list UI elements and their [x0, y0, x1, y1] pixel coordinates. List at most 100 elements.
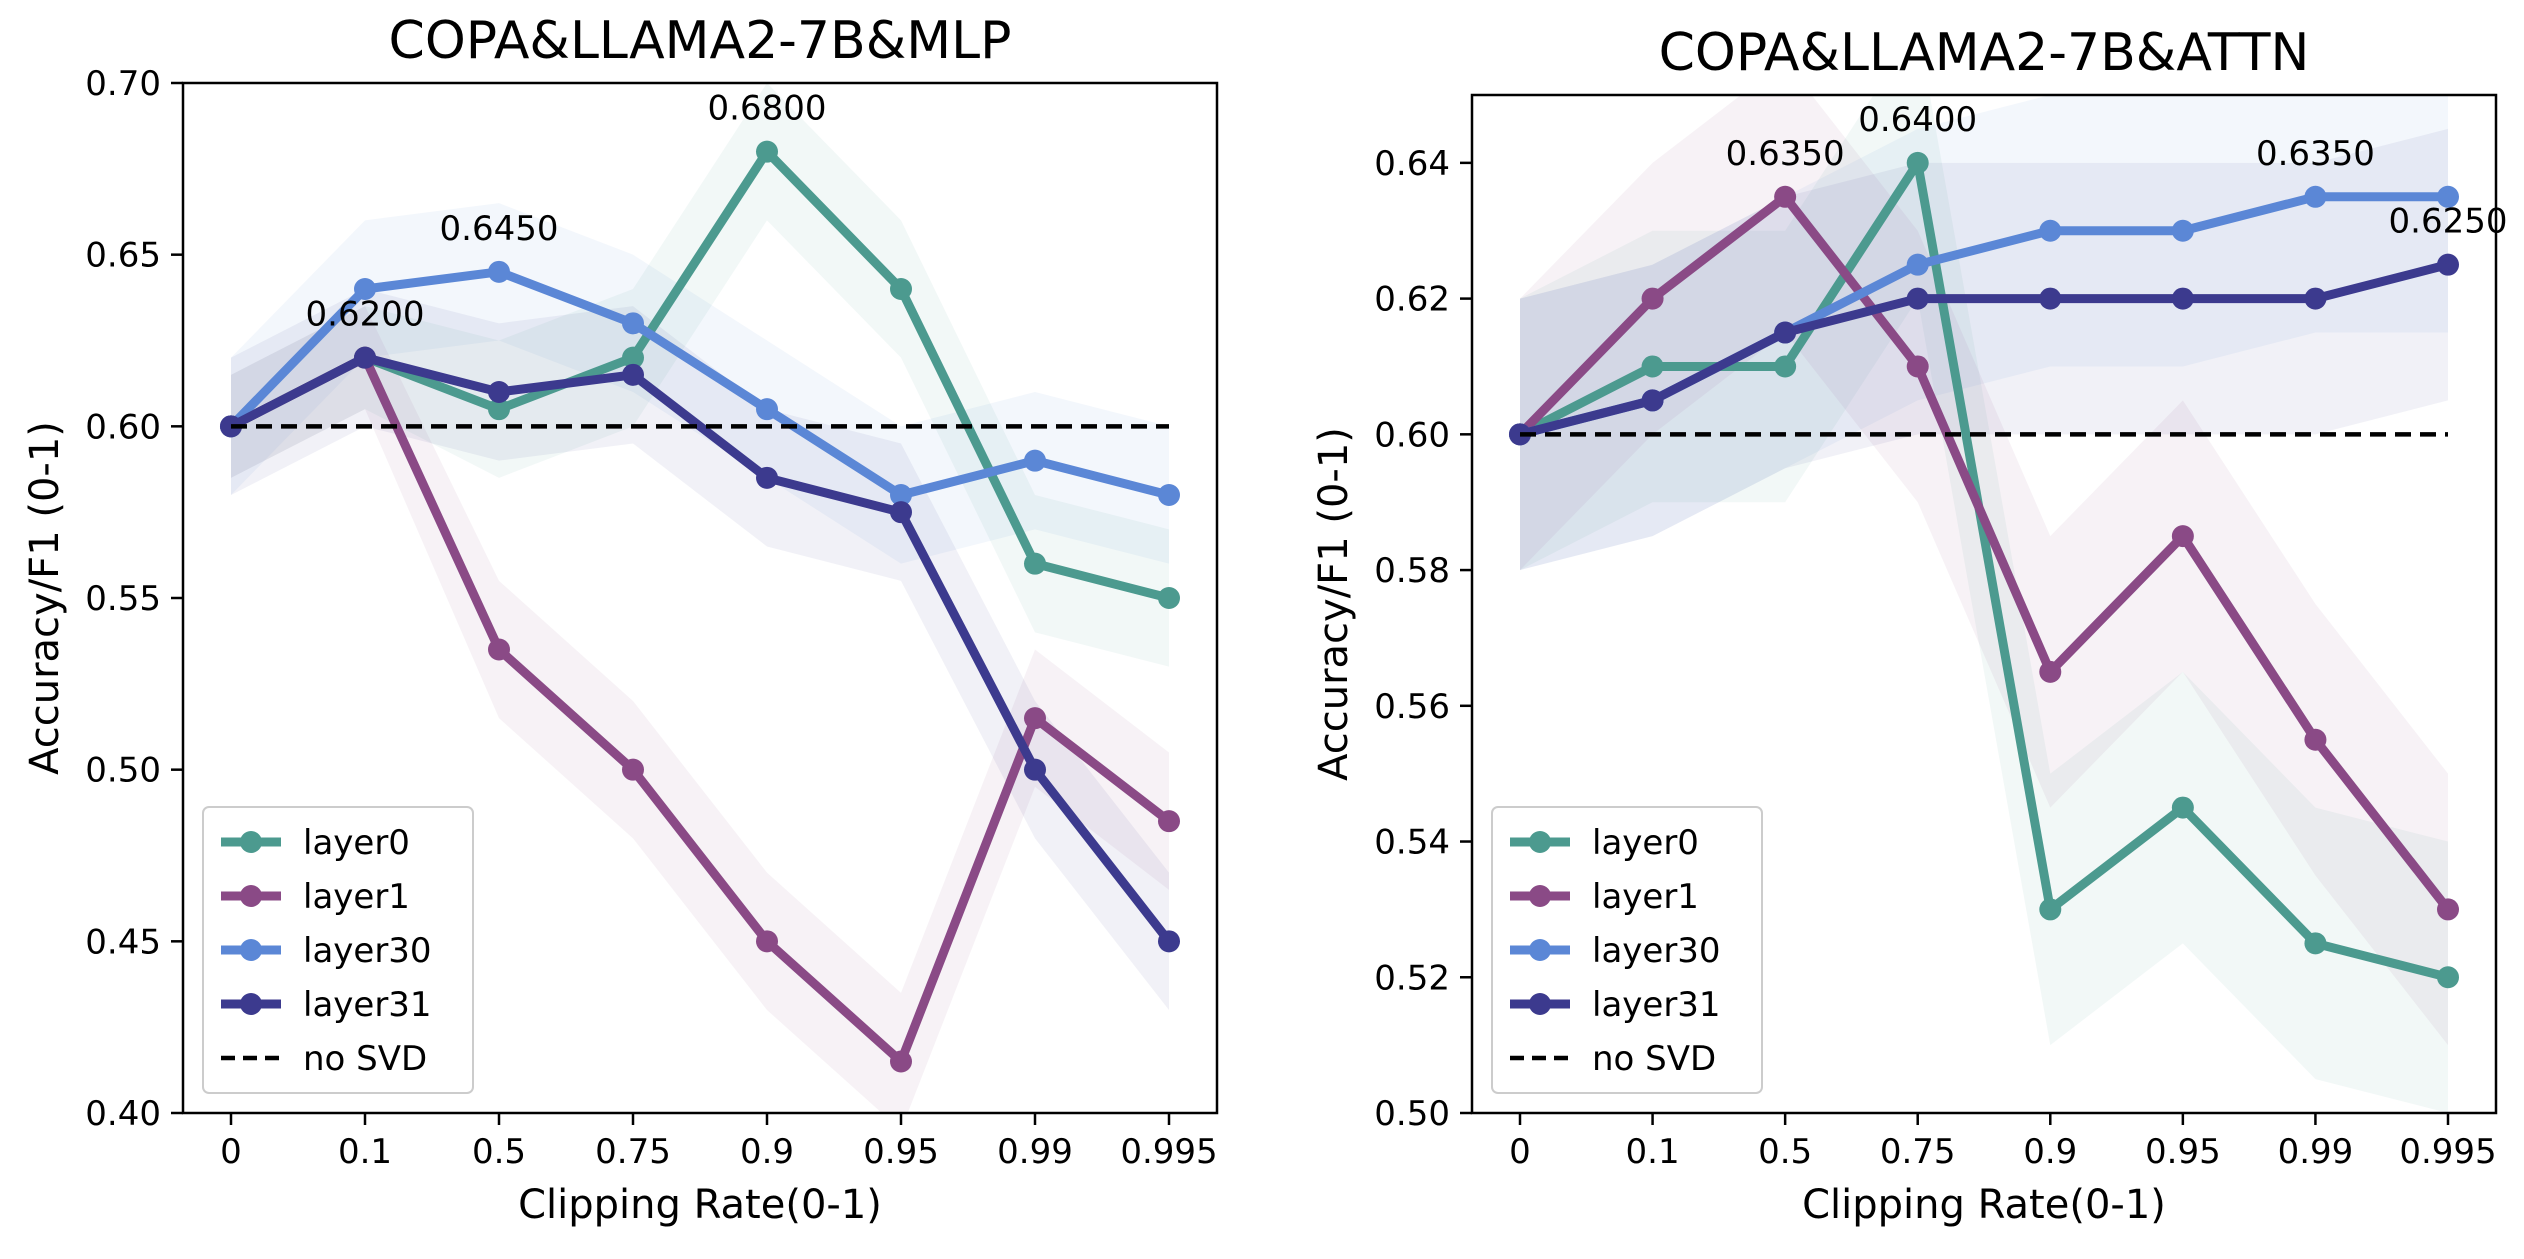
chart1-point-layer31-4 — [2039, 287, 2062, 310]
chart1-line-layer31 — [1518, 260, 2450, 439]
chart0-legend-label-layer31: layer31 — [303, 985, 432, 1025]
chart1-point-layer30-5 — [2171, 219, 2194, 242]
chart0-legend-marker-layer0 — [240, 831, 262, 853]
chart0-ytick-label-1: 0.45 — [85, 922, 161, 962]
chart0-title: COPA&LLAMA2-7B&MLP — [389, 11, 1012, 71]
chart1-legend-marker-layer1 — [1529, 885, 1551, 907]
chart1-point-layer1-6 — [2304, 728, 2327, 751]
chart0-xtick-label-0: 0 — [220, 1132, 242, 1172]
chart0-point-layer0-2 — [488, 398, 510, 421]
chart0-point-layer31-1 — [354, 346, 376, 369]
chart0-legend-marker-layer30 — [240, 939, 262, 961]
chart0-point-layer31-4 — [756, 466, 778, 489]
chart1-xtick-label-1: 0.1 — [1626, 1132, 1680, 1172]
chart1-point-layer31-1 — [1641, 389, 1664, 412]
chart0-point-layer31-7 — [1158, 930, 1180, 953]
chart1-xtick-label-6: 0.99 — [2278, 1132, 2354, 1172]
chart1-legend-marker-layer0 — [1529, 831, 1551, 853]
chart0-point-layer1-5 — [890, 1050, 912, 1073]
chart1-line-layer0 — [1517, 158, 2450, 982]
chart1-point-layer0-1 — [1641, 355, 1664, 378]
chart0-xtick-label-6: 0.99 — [997, 1132, 1073, 1172]
chart1-point-layer0-3 — [1906, 151, 1929, 174]
chart1-xtick-label-5: 0.95 — [2145, 1132, 2221, 1172]
chart1-point-layer31-3 — [1906, 287, 1929, 310]
chart1-xtick-label-0: 0 — [1509, 1132, 1531, 1172]
chart0-point-layer1-7 — [1158, 810, 1180, 833]
chart1-annotation-0: 0.6350 — [1726, 134, 1845, 174]
chart0-legend-label-no-SVD: no SVD — [303, 1039, 427, 1079]
chart1-point-layer0-7 — [2437, 966, 2459, 989]
chart1-ytick-label-2: 0.54 — [1374, 823, 1450, 863]
chart0-band-layer31 — [231, 289, 1169, 1010]
chart1-ytick-label-1: 0.52 — [1374, 958, 1450, 998]
chart0-legend-marker-layer1 — [240, 885, 262, 907]
chart1-point-layer31-6 — [2304, 287, 2327, 310]
chart1-point-layer0-2 — [1774, 355, 1797, 378]
chart1-legend-label-layer30: layer30 — [1592, 931, 1721, 971]
chart0-xtick-label-3: 0.75 — [595, 1132, 671, 1172]
chart1-title: COPA&LLAMA2-7B&ATTN — [1659, 23, 2310, 83]
chart1-xtick-label-7: 0.995 — [2399, 1132, 2496, 1172]
chart0-point-layer0-7 — [1158, 587, 1180, 609]
chart1-band-layer30 — [1520, 95, 2448, 571]
chart0-band-layer1 — [231, 306, 1169, 1113]
chart0-line-layer30 — [227, 267, 1171, 500]
chart1-annotation-2: 0.6350 — [2256, 134, 2375, 174]
chart0-ytick-label-0: 0.40 — [85, 1094, 161, 1134]
chart1-point-layer31-5 — [2171, 287, 2194, 310]
chart1-legend-box — [1491, 806, 1763, 1094]
chart0-xtick-label-2: 0.5 — [472, 1132, 526, 1172]
chart1-axes-frame — [1470, 93, 2498, 1115]
chart1-point-layer30-3 — [1906, 253, 1929, 276]
chart0-legend-box — [202, 806, 474, 1094]
chart0-point-layer0-4 — [756, 140, 778, 163]
chart1-ylabel: Accuracy/F1 (0-1) — [1311, 427, 1357, 781]
chart0-annotation-1: 0.6450 — [440, 209, 559, 249]
chart1-point-layer0-4 — [2039, 898, 2062, 921]
chart1-ytick-label-7: 0.64 — [1374, 144, 1450, 184]
chart1-point-layer0-6 — [2304, 932, 2327, 955]
chart1-point-layer31-2 — [1774, 321, 1797, 344]
chart0-point-layer31-3 — [622, 363, 644, 386]
chart1-point-layer31-7 — [2437, 253, 2459, 276]
chart1-xtick-label-3: 0.75 — [1880, 1132, 1956, 1172]
chart0-ytick-label-3: 0.55 — [85, 579, 161, 619]
chart1-xlabel: Clipping Rate(0-1) — [1802, 1182, 2166, 1228]
chart1-legend-marker-layer30 — [1529, 939, 1551, 961]
chart0-legend-label-layer30: layer30 — [303, 931, 432, 971]
chart1-legend-label-no-SVD: no SVD — [1592, 1039, 1716, 1079]
chart1-annotation-3: 0.6250 — [2389, 202, 2508, 242]
chart0-point-layer30-4 — [756, 398, 778, 421]
chart1-point-layer1-4 — [2039, 660, 2062, 683]
chart0-point-layer1-3 — [622, 758, 644, 781]
chart1-legend-label-layer31: layer31 — [1592, 985, 1721, 1025]
chart0-point-layer0-5 — [890, 278, 912, 300]
chart0-point-layer31-6 — [1024, 758, 1046, 781]
chart0-xtick-label-4: 0.9 — [740, 1132, 794, 1172]
chart1-ytick-label-4: 0.58 — [1374, 551, 1450, 591]
chart0-legend-marker-layer31 — [240, 993, 262, 1015]
chart1-group: 0 0.1 0.5 0.75 0.9 0.95 0.99 0.995 0.50 0.52 0.54 0… — [1311, 23, 2507, 1228]
chart1-point-layer1-7 — [2437, 898, 2459, 921]
chart1-band-layer31 — [1520, 128, 2448, 571]
chart1-band-layer1 — [1520, 95, 2448, 1046]
chart0-xtick-label-5: 0.95 — [863, 1132, 939, 1172]
chart0-ylabel: Accuracy/F1 (0-1) — [22, 421, 68, 775]
chart0-point-layer30-5 — [890, 484, 912, 506]
chart0-ytick-label-6: 0.70 — [85, 64, 161, 104]
chart1-xtick-label-2: 0.5 — [1758, 1132, 1812, 1172]
chart1-legend-marker-layer31 — [1529, 993, 1551, 1015]
chart1-point-layer30-7 — [2437, 185, 2459, 208]
chart0-annotation-0: 0.6800 — [708, 89, 827, 129]
chart1-xtick-label-4: 0.9 — [2023, 1132, 2077, 1172]
chart1-point-layer30-6 — [2304, 185, 2327, 208]
chart0-band-layer30 — [231, 203, 1169, 564]
chart1-point-layer1-1 — [1641, 287, 1664, 310]
chart1-point-layer1-5 — [2171, 525, 2194, 548]
chart0-line-layer1 — [228, 353, 1172, 1066]
chart0-ytick-label-4: 0.60 — [85, 407, 161, 447]
chart0-xtick-label-7: 0.995 — [1120, 1132, 1217, 1172]
chart0-group: 0 0.1 0.5 0.75 0.9 0.95 0.99 0.995 0.40 0.45 0.50 0… — [22, 11, 1219, 1228]
